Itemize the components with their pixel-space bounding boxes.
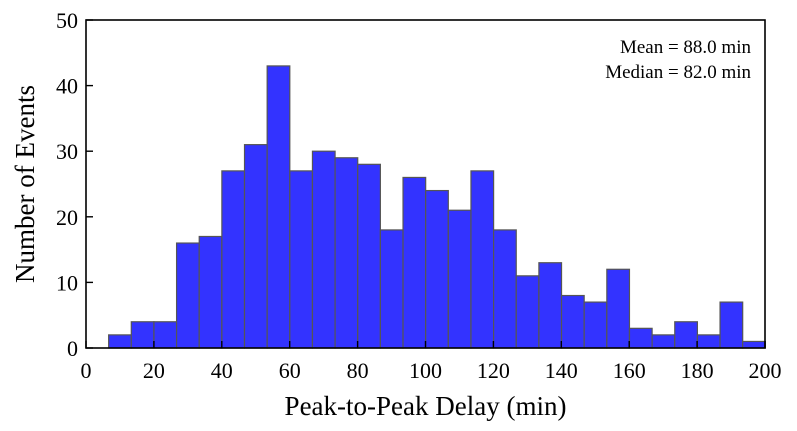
histogram-bar [266, 65, 291, 349]
x-tick-label: 100 [409, 358, 442, 383]
histogram-bar [379, 229, 404, 349]
histogram-bar [742, 340, 766, 349]
mean-annotation: Mean = 88.0 min [620, 37, 752, 58]
median-annotation: Median = 82.0 min [605, 62, 751, 83]
bars-group [108, 65, 766, 349]
histogram-bar [674, 321, 699, 349]
histogram-bar [538, 262, 563, 349]
histogram-bar [221, 170, 246, 349]
histogram-bar [628, 327, 653, 349]
histogram-bar [606, 268, 631, 349]
histogram-bar [719, 301, 744, 349]
y-tick-label: 20 [56, 205, 78, 230]
y-tick-label: 0 [67, 336, 78, 361]
histogram-bar [560, 294, 585, 349]
histogram-bar [334, 157, 359, 349]
y-tick-label: 10 [56, 270, 78, 295]
histogram-bar [493, 229, 517, 349]
y-axis-ticks: 0 10 20 30 40 50 [56, 8, 93, 361]
histogram-bar [108, 334, 132, 349]
x-tick-label: 180 [681, 358, 714, 383]
histogram-bar [583, 301, 608, 349]
y-tick-label: 30 [56, 139, 78, 164]
histogram-bar [425, 189, 449, 349]
histogram-bar [357, 163, 381, 349]
histogram-bar [651, 334, 676, 349]
histogram-bar [311, 150, 336, 349]
x-axis-label: Peak-to-Peak Delay (min) [285, 391, 567, 421]
x-tick-label: 40 [211, 358, 233, 383]
histogram-bar [447, 209, 472, 349]
histogram-bar [198, 235, 223, 349]
histogram-bar [515, 275, 540, 349]
x-tick-label: 60 [279, 358, 301, 383]
histogram-bar [289, 170, 314, 349]
x-tick-label: 0 [81, 358, 92, 383]
histogram-bar [175, 242, 200, 349]
x-tick-label: 80 [347, 358, 369, 383]
y-tick-label: 40 [56, 74, 78, 99]
histogram-bar [470, 170, 495, 349]
y-tick-label: 50 [56, 8, 78, 33]
x-tick-label: 160 [613, 358, 646, 383]
x-axis-ticks: 0 20 40 60 80 100 120 140 160 180 200 [81, 341, 782, 383]
histogram-bar [696, 334, 721, 349]
histogram-bar [402, 176, 427, 349]
y-axis-label: Number of Events [10, 85, 40, 283]
x-tick-label: 20 [143, 358, 165, 383]
histogram-bar [243, 144, 268, 349]
plot-frame [85, 19, 766, 349]
histogram-bar [130, 321, 155, 349]
x-tick-label: 140 [545, 358, 578, 383]
x-tick-label: 120 [477, 358, 510, 383]
histogram-bar [153, 321, 178, 349]
x-tick-label: 200 [749, 358, 782, 383]
